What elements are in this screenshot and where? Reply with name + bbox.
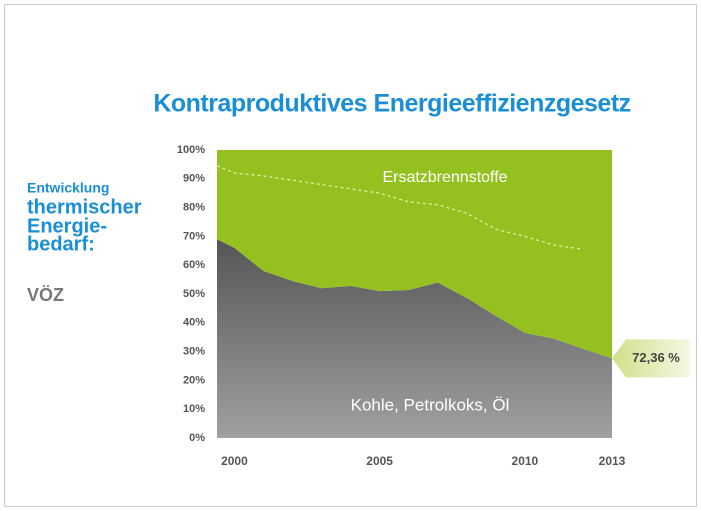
dashed-line: [216, 165, 584, 250]
y-tick-label: 60%: [183, 259, 205, 271]
y-tick-label: 90%: [183, 173, 205, 185]
side-text: thermischer: [27, 196, 142, 218]
y-tick-label: 70%: [183, 230, 205, 242]
x-tick-label: 2000: [221, 454, 248, 468]
side-text: Entwicklung: [27, 180, 109, 196]
y-tick-label: 20%: [183, 374, 205, 386]
area: [217, 150, 612, 359]
area-label: Ersatzbrennstoffe: [382, 169, 507, 186]
y-tick-label: 50%: [183, 288, 205, 300]
x-tick-label: 2013: [599, 454, 626, 468]
x-tick-label: 2005: [366, 454, 393, 468]
side-text: Energie-: [27, 215, 107, 237]
frame: [4, 4, 697, 507]
chart-title: Kontraproduktives Energieeffizienzgesetz: [153, 90, 630, 118]
x-tick-label: 2010: [512, 454, 539, 468]
value-label: 72,36 %: [632, 350, 680, 365]
y-tick-label: 10%: [183, 403, 205, 415]
y-tick-label: 40%: [183, 317, 205, 329]
side-text: bedarf:: [27, 233, 95, 255]
area: [217, 239, 612, 438]
y-tick-label: 80%: [183, 202, 205, 214]
y-tick-label: 0%: [189, 432, 205, 444]
callout: [612, 339, 690, 378]
source: VÖZ: [27, 285, 64, 305]
area-label: Kohle, Petrolkoks, Öl: [351, 395, 510, 414]
y-tick-label: 100%: [177, 144, 205, 156]
y-tick-label: 30%: [183, 346, 205, 358]
